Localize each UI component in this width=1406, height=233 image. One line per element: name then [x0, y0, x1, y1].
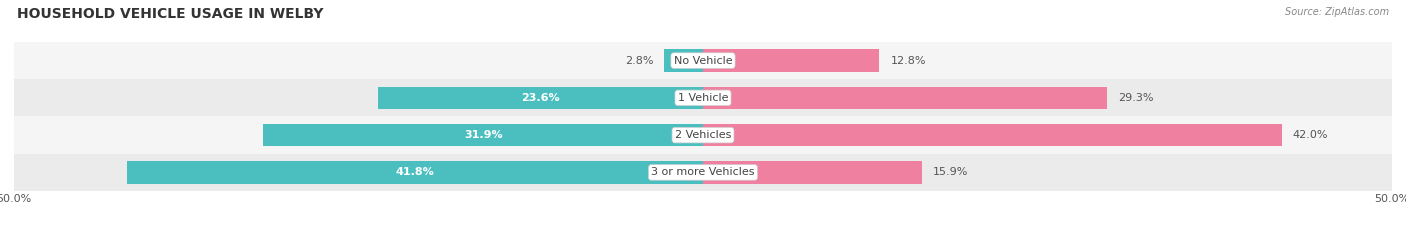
- Text: HOUSEHOLD VEHICLE USAGE IN WELBY: HOUSEHOLD VEHICLE USAGE IN WELBY: [17, 7, 323, 21]
- Text: 3 or more Vehicles: 3 or more Vehicles: [651, 168, 755, 177]
- Bar: [14, 79, 1392, 116]
- Bar: [703, 87, 1107, 109]
- Text: 23.6%: 23.6%: [522, 93, 560, 103]
- Text: 15.9%: 15.9%: [934, 168, 969, 177]
- Text: 12.8%: 12.8%: [890, 56, 927, 65]
- Text: 2.8%: 2.8%: [624, 56, 654, 65]
- Bar: [14, 116, 1392, 154]
- Bar: [703, 161, 922, 184]
- Bar: [703, 124, 1282, 146]
- Text: 41.8%: 41.8%: [395, 168, 434, 177]
- Text: 29.3%: 29.3%: [1118, 93, 1153, 103]
- Text: No Vehicle: No Vehicle: [673, 56, 733, 65]
- Bar: [378, 87, 703, 109]
- Bar: [703, 49, 879, 72]
- Bar: [665, 49, 703, 72]
- Text: 2 Vehicles: 2 Vehicles: [675, 130, 731, 140]
- Text: 1 Vehicle: 1 Vehicle: [678, 93, 728, 103]
- Bar: [263, 124, 703, 146]
- Text: Source: ZipAtlas.com: Source: ZipAtlas.com: [1285, 7, 1389, 17]
- Bar: [127, 161, 703, 184]
- Text: 31.9%: 31.9%: [464, 130, 502, 140]
- Bar: [14, 42, 1392, 79]
- Text: 42.0%: 42.0%: [1292, 130, 1329, 140]
- Bar: [14, 154, 1392, 191]
